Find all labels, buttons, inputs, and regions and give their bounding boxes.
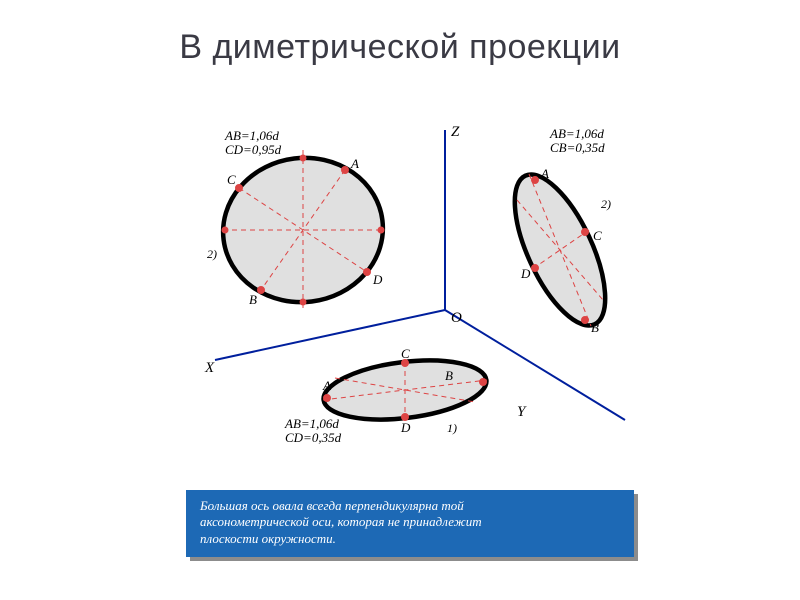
point-label-a3: A <box>322 378 331 393</box>
page-title: В диметрической проекции <box>0 0 800 67</box>
point-label-d3: D <box>400 420 411 435</box>
eq-cb2: CB=0,35d <box>550 140 605 155</box>
point-label-c3: C <box>401 346 410 361</box>
eq-cd: CD=0,95d <box>225 142 282 157</box>
ellipse-x-plane: A B C D 2) AB=1,06d CB=0,35d <box>496 126 623 338</box>
ellipse-number: 2) <box>207 247 217 261</box>
ellipse-y-plane: A B C D 1) AB=1,06d CD=0,35d <box>284 346 490 445</box>
point-label-c: C <box>227 172 236 187</box>
slide: В диметрической проекции A B C <box>0 0 800 600</box>
caption-line2: аксонометрической оси, которая не принад… <box>200 514 482 529</box>
eq-cd3: CD=0,35d <box>285 430 342 445</box>
axis-label-o: O <box>451 310 462 326</box>
eq-ab3: AB=1,06d <box>284 416 339 431</box>
diagram-svg: A B C D 2) AB=1,06d CD=0,95d A B C <box>145 100 655 460</box>
caption-box: Большая ось овала всегда перпендикулярна… <box>186 490 634 557</box>
eq-ab: AB=1,06d <box>224 128 279 143</box>
point-label-a2: A <box>540 166 549 181</box>
ellipse-z-plane: A B C D 2) AB=1,06d CD=0,95d <box>207 128 391 311</box>
point-label-d2: D <box>520 266 531 281</box>
point-label-c2: C <box>593 228 602 243</box>
point-label-d: D <box>372 272 383 287</box>
point-label-a: A <box>350 156 359 171</box>
point-label-b3: B <box>445 368 453 383</box>
ellipse-number-3: 1) <box>447 421 457 435</box>
eq-ab2: AB=1,06d <box>549 126 604 141</box>
axis-label-z: Z <box>451 124 460 140</box>
caption-line3: плоскости окружности. <box>200 531 336 546</box>
point-label-b: B <box>249 292 257 307</box>
point-label-b2: B <box>591 320 599 335</box>
ellipse-number-2: 2) <box>601 197 611 211</box>
diagram-stage: A B C D 2) AB=1,06d CD=0,95d A B C <box>145 100 655 460</box>
axis-label-x: X <box>204 360 215 376</box>
caption-line1: Большая ось овала всегда перпендикулярна… <box>200 498 464 513</box>
axis-label-y: Y <box>517 404 527 420</box>
